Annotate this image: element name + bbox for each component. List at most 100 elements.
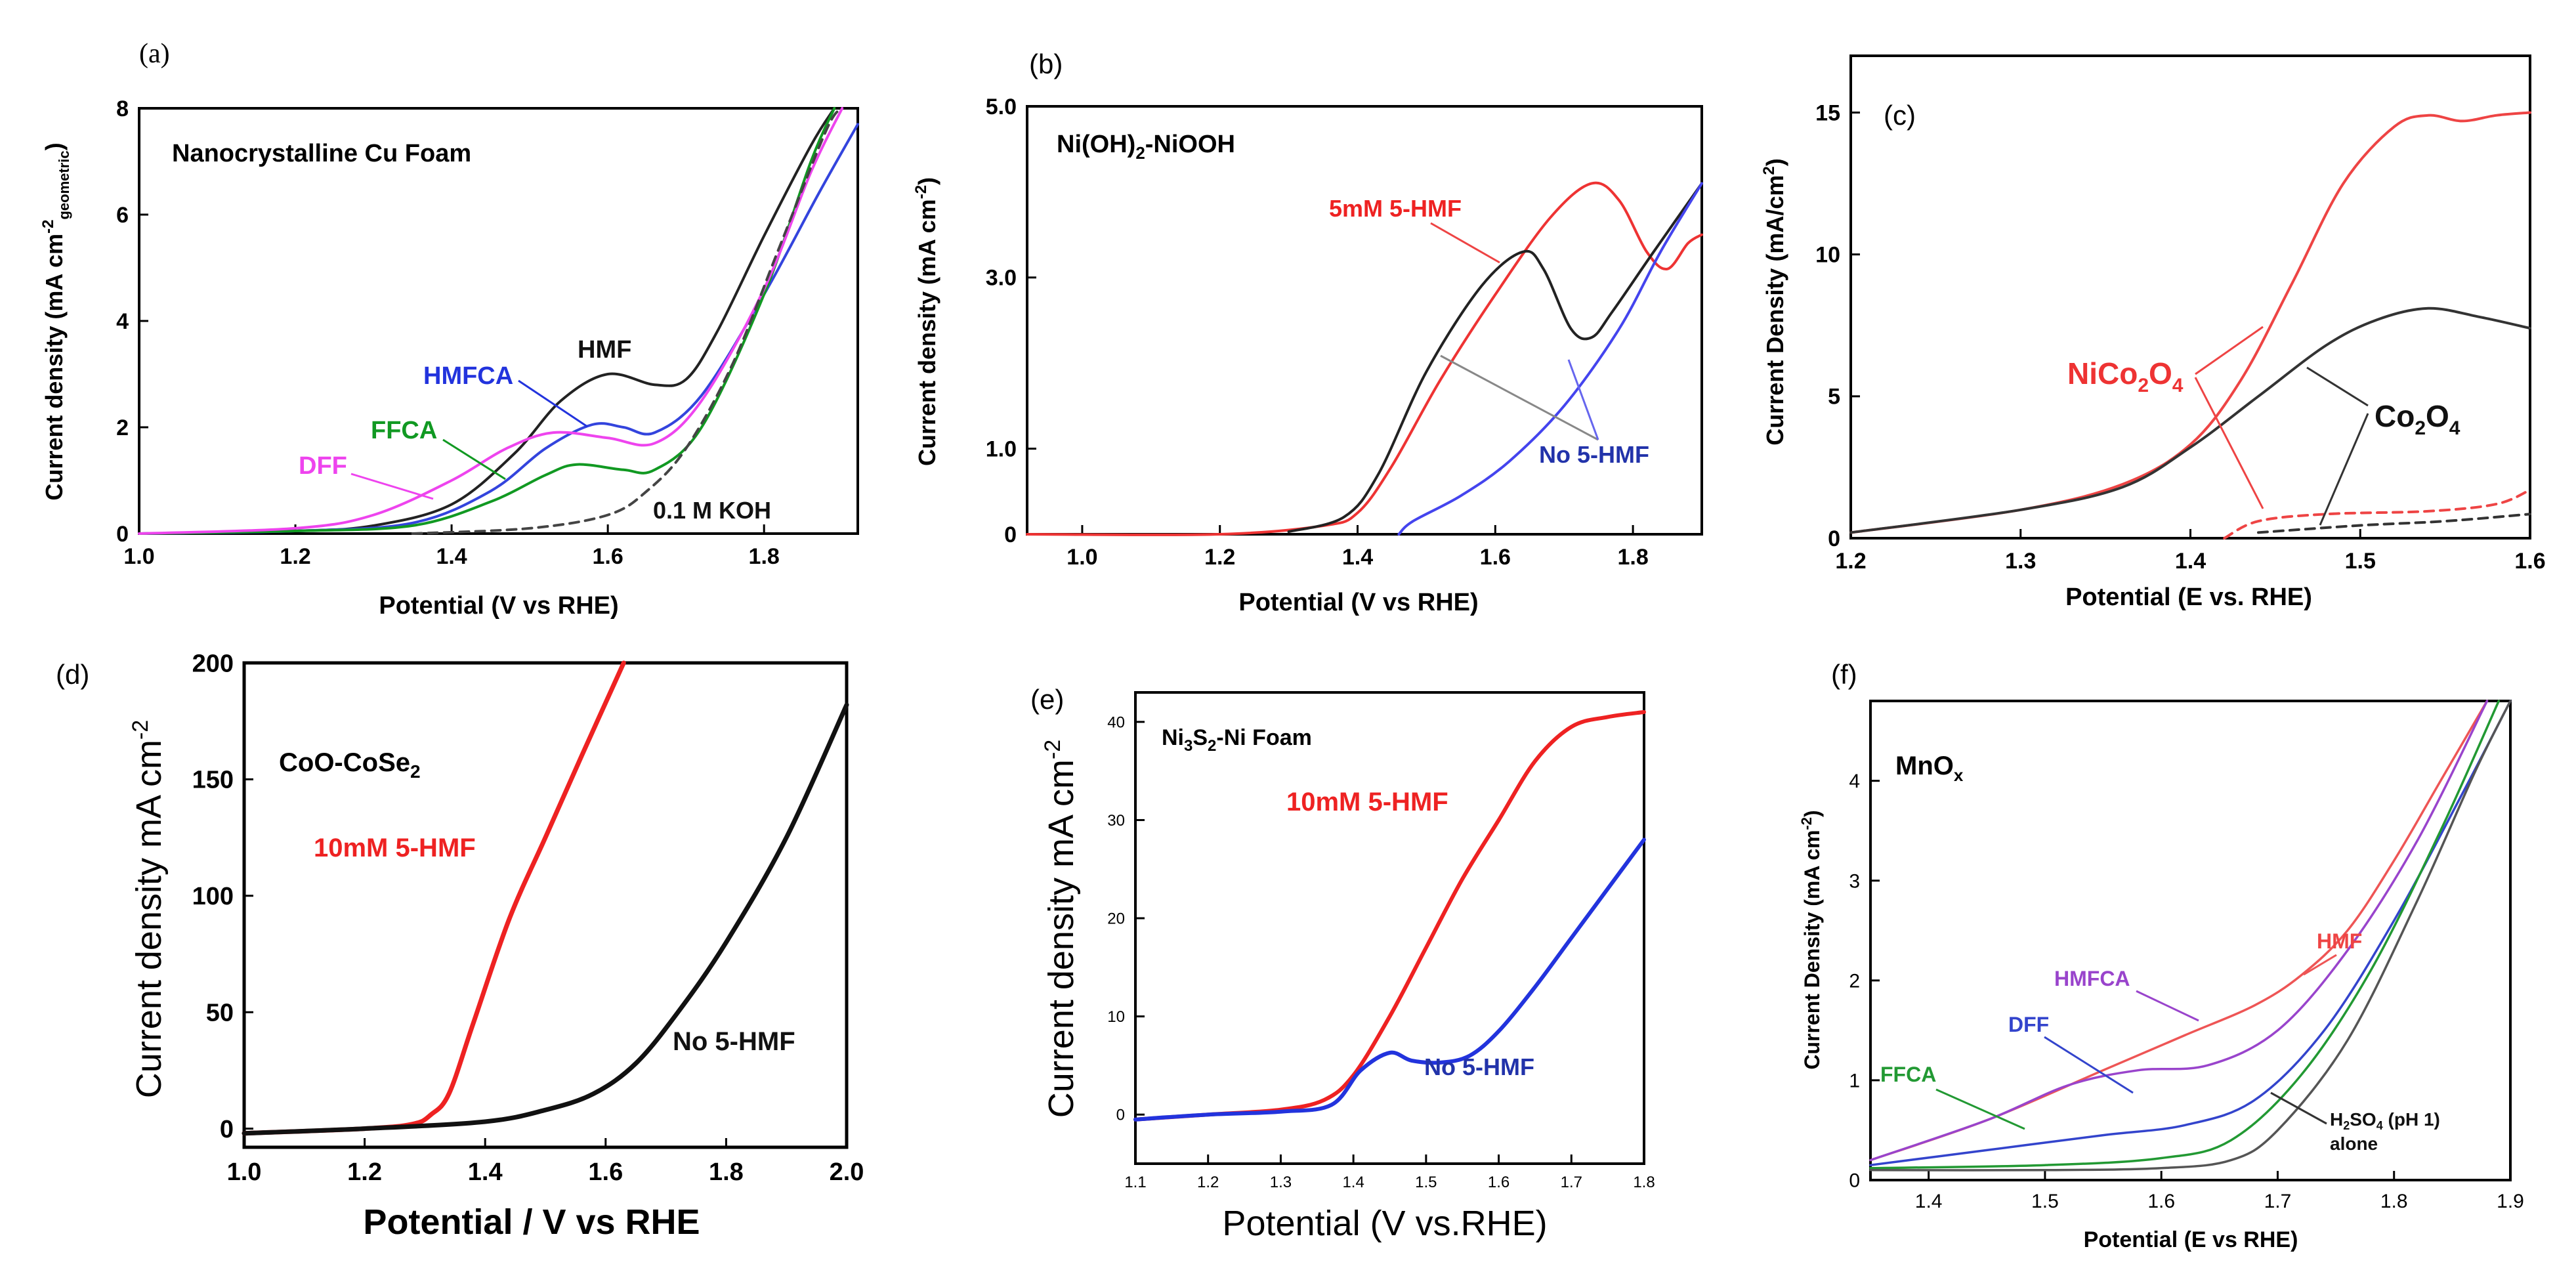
panel-e-xtick-label: 1.4 [1342,1174,1364,1191]
panel-b-ytick-label: 1.0 [986,437,1017,462]
panel-c-label-nico: NiCo2O4 [2067,356,2184,396]
panel-f-xtick-label: 1.7 [2264,1191,2292,1212]
panel-a-xtick-label: 1.2 [280,544,310,569]
panel-e-title-end: -Ni Foam [1216,725,1311,750]
panel-c-series-co2o4 [1849,307,2531,534]
panel-f-series-h2so4-ph-1-alone [1869,700,2512,1172]
panel-a: (a) Nanocrystalline Cu Foam 1.0 1.2 1.4 1.6… [39,39,859,620]
panel-e-title-mid: S [1193,725,1208,750]
panel-b-xtick-label: 1.2 [1204,545,1235,570]
panel-c-label-co-sub1: 2 [2415,417,2426,439]
panel-b-label-5mm: 5mM 5-HMF [1329,195,1462,222]
panel-d-series [242,660,849,1136]
panel-d-xtick-label: 1.0 [227,1158,262,1186]
panel-a-series [138,107,859,535]
panel-e-label-no: No 5-HMF [1424,1053,1534,1080]
panel-f-pointer-h2so4 [2270,1091,2327,1125]
panel-a-ylabel: Current density (mA cm-2geometric) [39,142,72,500]
panel-d-xtick-label: 1.4 [468,1158,503,1186]
panel-a-series-dff [138,107,844,535]
panel-b-series-hmf-black [1287,182,1703,534]
panel-e-letter: (e) [1030,684,1064,715]
panel-d-plot-frame [242,661,849,1149]
panel-b-series-no-5-hmf [1397,182,1703,536]
panel-d-xtick-label: 2.0 [830,1158,864,1186]
panel-b-title-sub: 2 [1135,143,1145,163]
panel-b-ytick-label: 5.0 [986,95,1017,119]
panel-e-ytick-label: 30 [1107,812,1125,830]
panel-c-pointer-co-a [2306,366,2369,407]
panel-c-series-nico2o4-dashed [2223,488,2531,540]
panel-b-pointer-no-a [1440,354,1599,441]
panel-e-plot-frame [1134,691,1645,1165]
panel-d-x-axis: 1.0 1.2 1.4 1.6 1.8 2.0 [227,1138,864,1186]
panel-f-pointer-hmfca [2136,990,2199,1022]
panel-f-label-h: H [2330,1109,2343,1130]
panel-e-xtick-label: 1.7 [1561,1174,1582,1191]
panel-e-ylabel: Current density mA cm-2 [1040,740,1081,1118]
panel-f-series-hmfca [1869,700,2489,1162]
panel-b-title-main: Ni(OH) [1057,131,1135,158]
panel-f-label-so-sub: 4 [2376,1119,2383,1132]
panel-f-label-hmfca: HMFCA [2054,967,2130,990]
panel-a-ylabel-main: Current density (mA cm [41,234,68,501]
panel-f-title-main: MnO [1895,751,1954,780]
panel-c-label-co-sub2: 4 [2449,417,2460,439]
panel-c-pointer-nico-a [2195,326,2264,375]
panel-b-ylabel-end: ) [914,177,940,185]
panel-f-label-ffca: FFCA [1880,1063,1936,1086]
panel-c-label-nico-sub2: 4 [2172,375,2184,396]
panel-a-ylabel-sup: -2 [39,220,57,234]
panel-e-xtick-label: 1.5 [1415,1174,1437,1191]
panel-f-xlabel: Potential (E vs RHE) [2084,1227,2298,1252]
panel-c-xtick-label: 1.4 [2175,549,2206,574]
panel-b-pointer-5mm [1430,222,1500,264]
panel-b-plot-frame [1026,105,1703,536]
panel-d-label-10mm: 10mM 5-HMF [314,834,476,862]
panel-e: (e) Ni3S2-Ni Foam 1.1 1.2 1.3 1.4 1.5 1.6 1.7 1… [1030,684,1655,1243]
panel-c-x-axis: 1.2 1.3 1.4 1.5 1.6 [1835,529,2546,574]
panel-a-pointer-dff [350,473,434,500]
panel-a-ytick-label: 6 [116,203,129,228]
panel-f: (f) MnOx 1.4 1.5 1.6 1.7 1.8 1.9 0 1 2 3 4 Potent… [1798,659,2524,1252]
panel-f-ylabel-sup: -2 [1798,817,1815,830]
panel-a-series-ffca [138,107,836,535]
panel-b-ytick-label: 0 [1004,522,1017,547]
panel-c-pointer-nico-b [2194,377,2264,509]
panel-c-ylabel-main: Current Density (mA/cm [1762,175,1788,446]
panel-f-xtick-label: 1.5 [2031,1191,2059,1212]
panel-f-xtick-label: 1.4 [1915,1191,1943,1212]
panel-d-title-main: CoO-CoSe [279,748,410,777]
panel-b-y-axis: 0 1.0 3.0 5.0 [986,95,1036,547]
panel-b-series [1026,181,1703,536]
panel-f-plot-frame [1869,700,2512,1181]
panel-a-letter: (a) [139,39,170,69]
panel-a-pointer-hmfca [518,379,588,428]
panel-b-letter: (b) [1029,49,1063,79]
panel-e-x-axis: 1.1 1.2 1.3 1.4 1.5 1.6 1.7 1.8 [1124,1154,1655,1191]
panel-c-xtick-label: 1.2 [1835,549,1866,574]
panel-c-series-co2o4-dashed [2257,513,2531,534]
panel-f-xtick-label: 1.8 [2380,1191,2408,1212]
panel-f-label-alone: alone [2330,1133,2378,1154]
panel-a-series-hmf [138,107,836,535]
panel-d-label-no: No 5-HMF [673,1027,795,1056]
panel-b-label-no: No 5-HMF [1539,441,1649,468]
panel-a-label-hmfca: HMFCA [423,362,513,390]
panel-d-series-10mm-5-hmf [242,660,626,1136]
panel-c-label-co-main: Co [2375,399,2415,433]
panel-c-series [1849,111,2531,540]
panel-c-ylabel-sup: 2 [1760,166,1778,175]
panel-d-ylabel-main: Current density mA cm [129,740,169,1098]
panel-c-pointer-co-b [2319,413,2369,526]
panel-f-ylabel-main: Current Density (mA cm [1800,830,1824,1070]
panel-d-xlabel: Potential / V vs RHE [363,1202,700,1242]
panel-a-label-koh: 0.1 M KOH [653,497,771,524]
panel-d-ytick-label: 100 [192,883,234,910]
panel-f-label-h-sub: 2 [2343,1119,2350,1132]
panel-b-xtick-label: 1.6 [1480,545,1511,570]
panel-f-x-axis: 1.4 1.5 1.6 1.7 1.8 1.9 [1915,1171,2524,1212]
panel-f-ytick-label: 4 [1849,771,1860,792]
panel-c-label-nico-main: NiCo [2067,356,2138,391]
